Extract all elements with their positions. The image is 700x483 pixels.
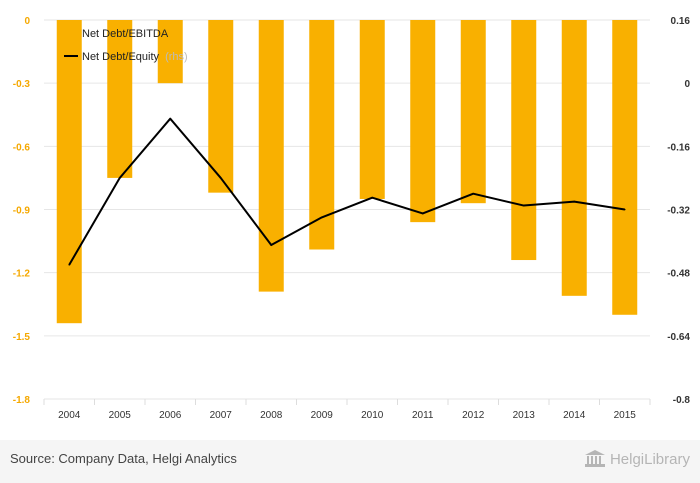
x-tick-label: 2010 (361, 410, 384, 421)
grid (43, 19, 651, 405)
x-tick-label: 2007 (210, 410, 233, 421)
bar-2014 (561, 20, 587, 296)
source-note: Source: Company Data, Helgi Analytics (10, 451, 237, 466)
line-point-2013 (522, 204, 525, 207)
legend-label-bar: Net Debt/EBITDA (82, 28, 169, 40)
legend-label-line-name: Net Debt/Equity (82, 51, 160, 63)
right-tick-label: -0.32 (667, 206, 690, 217)
left-tick-label: -1.8 (13, 395, 31, 406)
line-point-2014 (573, 200, 576, 203)
left-tick-label: -1.2 (13, 269, 31, 280)
bar-2011 (410, 20, 436, 223)
x-tick-label: 2014 (563, 410, 586, 421)
line-point-2010 (371, 196, 374, 199)
bar-2005 (107, 20, 133, 178)
line-point-2008 (270, 244, 273, 246)
x-tick-label: 2005 (109, 410, 132, 421)
legend-label-line: Net Debt/Equity (rhs) (82, 51, 188, 63)
x-axis: 2004 2005 2006 2007 2008 2009 2010 2011 2012 2013… (58, 410, 636, 421)
left-tick-label: 0 (24, 16, 30, 27)
right-tick-label: 0 (684, 79, 690, 90)
line-point-2006 (169, 117, 172, 120)
x-tick-label: 2015 (614, 410, 637, 421)
right-axis: 0.16 0 -0.16 -0.32 -0.48 -0.64 -0.8 (667, 16, 690, 406)
x-tick-label: 2013 (513, 410, 536, 421)
right-tick-label: -0.8 (673, 395, 691, 406)
right-tick-label: -0.64 (667, 332, 690, 343)
logo-text: HelgiLibrary (609, 450, 690, 468)
chart: 0 -0.3 -0.6 -0.9 -1.2 -1.5 -1.8 0.16 0 -0.16 -0.3… (13, 16, 691, 421)
left-tick-label: -0.9 (13, 206, 31, 217)
legend-label-line-suffix: (rhs) (165, 51, 188, 63)
left-tick-label: -1.5 (13, 332, 31, 343)
bar-2004 (56, 20, 82, 324)
bar-2009 (309, 20, 335, 250)
bar-2006 (157, 20, 183, 84)
x-tick-label: 2008 (260, 410, 283, 421)
bar-2013 (511, 20, 537, 261)
right-tick-label: -0.48 (667, 269, 690, 280)
x-tick-label: 2012 (462, 410, 485, 421)
x-tick-label: 2006 (159, 410, 182, 421)
bar-2010 (359, 20, 385, 199)
bar-series (56, 20, 638, 324)
bar-2008 (258, 20, 284, 292)
line-point-2012 (472, 192, 475, 195)
legend-swatch-bar (66, 27, 78, 39)
left-tick-label: -0.3 (13, 79, 31, 90)
bar-2012 (460, 20, 486, 204)
bar-2015 (612, 20, 638, 315)
library-building-icon (584, 450, 605, 467)
right-tick-label: 0.16 (671, 16, 691, 27)
line-point-2005 (118, 177, 121, 179)
helgi-library-logo[interactable]: HelgiLibrary (584, 450, 690, 468)
left-axis: 0 -0.3 -0.6 -0.9 -1.2 -1.5 -1.8 (13, 16, 31, 406)
bar-2007 (208, 20, 234, 193)
left-tick-label: -0.6 (13, 142, 31, 153)
line-point-2015 (623, 208, 626, 211)
line-point-2009 (320, 216, 323, 219)
x-tick-label: 2004 (58, 410, 81, 421)
line-point-2011 (421, 212, 424, 215)
footer: Source: Company Data, Helgi Analytics He… (0, 440, 700, 483)
x-tick-label: 2009 (311, 410, 334, 421)
line-point-2007 (219, 177, 222, 179)
line-point-2004 (68, 263, 71, 266)
legend: Net Debt/EBITDA Net Debt/Equity (rhs) (64, 27, 188, 63)
line-net-debt-equity (68, 117, 625, 266)
x-tick-label: 2011 (412, 410, 434, 421)
right-tick-label: -0.16 (667, 142, 690, 153)
line-series (68, 117, 626, 266)
